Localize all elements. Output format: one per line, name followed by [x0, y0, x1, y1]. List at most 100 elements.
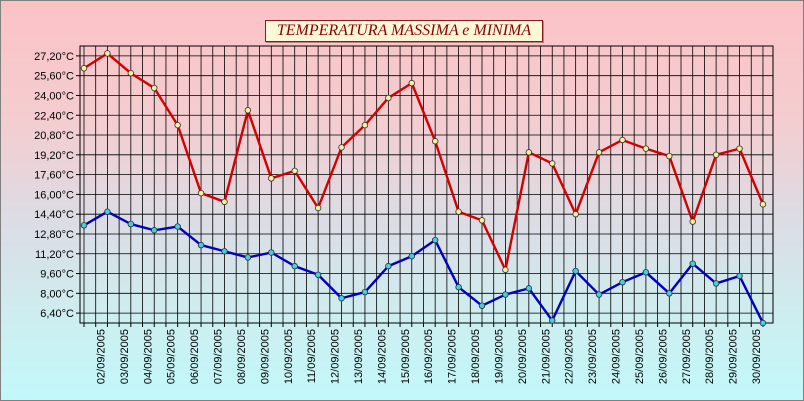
x-tick-label: 19/09/2005: [493, 329, 505, 384]
max-temp-point: [408, 79, 415, 87]
min-temp-point: [197, 241, 205, 249]
min-temp-point: [736, 272, 743, 280]
min-temp-point: [642, 269, 650, 276]
max-temp-point: [174, 121, 181, 129]
max-temp-point: [127, 70, 135, 77]
max-temp-point: [338, 144, 345, 151]
min-temp-point: [689, 260, 696, 267]
max-temp-point: [712, 151, 720, 159]
x-tick-label: 06/09/2005: [189, 329, 201, 384]
max-temp-point: [197, 189, 205, 197]
x-tick-label: 25/09/2005: [634, 329, 646, 384]
min-temp-point: [759, 319, 767, 327]
min-temp-point: [174, 223, 181, 230]
max-temp-point: [572, 210, 579, 218]
y-tick-label: 20,80°C: [34, 130, 74, 142]
min-temp-point: [431, 236, 439, 244]
y-tick-label: 9,60°C: [40, 269, 74, 281]
max-temp-point: [478, 217, 486, 224]
x-tick-label: 16/09/2005: [423, 329, 435, 384]
x-tick-label: 14/09/2005: [376, 329, 388, 384]
max-temp-point: [104, 50, 111, 57]
y-tick-label: 24,00°C: [34, 90, 74, 102]
max-temp-point: [736, 145, 743, 152]
min-temp-point: [338, 295, 345, 302]
max-temp-line: [83, 52, 765, 272]
x-tick-label: 18/09/2005: [470, 329, 482, 384]
max-temp-point: [314, 204, 322, 212]
x-tick-label: 21/09/2005: [540, 329, 552, 384]
x-tick-label: 12/09/2005: [330, 329, 342, 384]
min-temp-point: [455, 283, 462, 291]
chart-title: TEMPERATURA MASSIMA e MINIMA: [265, 20, 543, 42]
min-temp-point: [314, 271, 322, 278]
y-tick-label: 27,20°C: [34, 51, 74, 63]
min-temp-point: [244, 254, 252, 261]
y-axis-ticks: 6,40°C 8,00°C 9,60°C 11,20°C 12,80°C 14,40°C 1…: [34, 51, 80, 320]
x-tick-label: 07/09/2005: [213, 329, 225, 384]
min-temp-point: [104, 208, 111, 215]
grid-lines: [80, 46, 773, 323]
max-temp-point: [431, 138, 439, 145]
max-temp-point: [549, 160, 556, 167]
x-tick-label: 11/09/2005: [306, 329, 318, 383]
min-temp-point: [268, 249, 275, 256]
min-temp-point: [408, 253, 415, 260]
min-temp-point: [595, 291, 603, 298]
max-temp-point: [525, 149, 533, 156]
min-temp-point: [666, 290, 673, 297]
min-temp-point: [127, 220, 135, 228]
max-temp-point: [759, 201, 767, 208]
min-temp-point: [221, 248, 228, 255]
y-tick-label: 16,00°C: [34, 189, 74, 201]
x-tick-label: 23/09/2005: [587, 329, 599, 384]
x-tick-label: 10/09/2005: [283, 329, 295, 384]
x-tick-label: 28/09/2005: [704, 329, 716, 384]
y-tick-label: 19,20°C: [34, 150, 74, 162]
max-temp-point: [221, 198, 228, 206]
x-tick-label: 03/09/2005: [119, 329, 131, 384]
max-temp-point: [689, 218, 696, 225]
min-temp-point: [525, 285, 533, 292]
max-temp-point: [244, 107, 252, 114]
y-tick-label: 22,40°C: [34, 110, 74, 122]
x-tick-label: 02/09/2005: [95, 329, 107, 384]
x-tick-label: 08/09/2005: [236, 329, 248, 384]
y-tick-label: 25,60°C: [34, 71, 74, 83]
x-tick-label: 05/09/2005: [166, 329, 178, 384]
x-tick-label: 09/09/2005: [259, 329, 271, 384]
y-tick-label: 8,00°C: [40, 288, 74, 300]
min-temp-point: [619, 278, 626, 286]
min-temp-point: [151, 227, 158, 234]
x-tick-label: 20/09/2005: [517, 329, 529, 384]
max-temp-point: [595, 149, 603, 156]
min-temp-point: [291, 262, 298, 270]
min-temp-point: [502, 291, 509, 298]
min-temp-point: [478, 302, 486, 309]
max-temp-point: [291, 167, 298, 175]
min-temp-point: [549, 317, 556, 324]
min-temp-point: [572, 267, 579, 275]
x-tick-label: 29/09/2005: [728, 329, 740, 384]
x-tick-label: 26/09/2005: [657, 329, 669, 384]
series-layer: [80, 50, 767, 327]
x-tick-label: 27/09/2005: [681, 329, 693, 384]
max-temp-point: [80, 65, 88, 72]
y-tick-label: 17,60°C: [34, 170, 74, 182]
max-temp-point: [361, 121, 369, 129]
y-tick-label: 11,20°C: [35, 249, 74, 261]
min-temp-point: [361, 288, 369, 296]
max-temp-point: [151, 84, 158, 92]
min-temp-point: [80, 222, 88, 229]
y-tick-label: 12,80°C: [34, 229, 74, 241]
x-tick-label: 13/09/2005: [353, 329, 365, 384]
x-axis-ticks: 02/09/2005 03/09/2005 04/09/2005 05/09/2005…: [83, 323, 764, 384]
max-temp-point: [385, 94, 392, 102]
x-tick-label: 15/09/2005: [400, 329, 412, 384]
x-tick-label: 17/09/2005: [447, 329, 459, 384]
x-tick-label: 22/09/2005: [564, 329, 576, 384]
max-temp-point: [642, 145, 650, 152]
x-tick-label: 24/09/2005: [611, 329, 623, 384]
min-temp-point: [385, 262, 392, 270]
